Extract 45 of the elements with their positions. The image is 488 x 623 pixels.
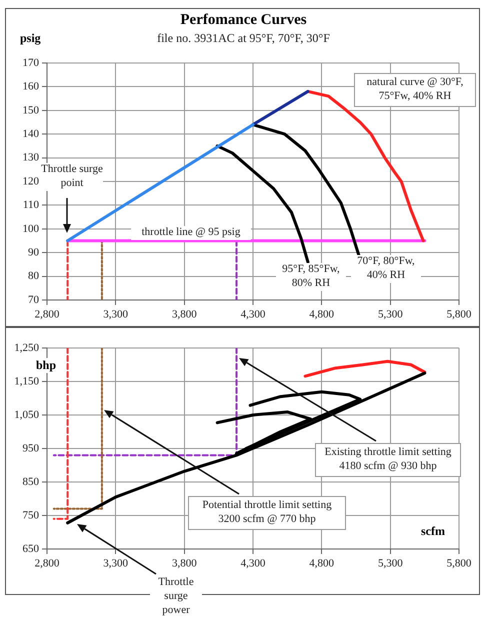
annotation: natural curve @ 30°F, 75°Fw, 40% RH <box>354 73 476 106</box>
x-tick-label: 4,800 <box>309 557 335 570</box>
y-tick-label: 150 <box>22 104 40 116</box>
y-tick-label: 750 <box>22 509 40 522</box>
chart-title: Perfomance Curves <box>179 11 308 30</box>
y-tick-label: 170 <box>22 56 40 69</box>
annotation: 95°F, 85°Fw, 80% RH <box>276 263 346 290</box>
y-tick-label: 80 <box>28 270 40 282</box>
x-tick-label: 5,800 <box>446 308 472 320</box>
x-axis-title: scfm <box>421 524 445 539</box>
y-tick-label: 1,150 <box>14 375 40 388</box>
x-tick-label: 3,300 <box>103 308 129 320</box>
annotation: Potential throttle limit setting 3200 scfm @ 770 bhp <box>188 496 346 530</box>
y-tick-label: 650 <box>22 542 40 555</box>
x-tick-label: 3,800 <box>172 557 198 570</box>
y-tick-label: 1,050 <box>14 408 40 421</box>
chart-subtitle: file no. 3931AC at 95°F, 70°F, 30°F <box>157 31 330 45</box>
x-tick-label: 4,300 <box>240 308 266 320</box>
y-tick-label: 850 <box>22 476 40 488</box>
annotation: 70°F, 80°Fw, 40% RH <box>351 255 421 282</box>
annotation: Throttle surge point <box>41 163 103 190</box>
x-tick-label: 4,800 <box>309 308 335 320</box>
x-tick-label: 2,800 <box>34 308 60 320</box>
y-tick-label: 70 <box>28 294 40 306</box>
y-tick-label: 100 <box>22 222 40 235</box>
y-tick-label: 160 <box>22 80 40 93</box>
y-axis-title: bhp <box>36 358 56 373</box>
y-tick-label: 110 <box>22 199 40 212</box>
x-tick-label: 4,300 <box>240 557 266 570</box>
y-axis-title: psig <box>20 31 41 46</box>
y-tick-label: 950 <box>22 442 40 454</box>
y-tick-label: 140 <box>22 128 40 140</box>
x-tick-label: 5,800 <box>446 557 472 570</box>
x-tick-label: 5,300 <box>378 308 404 320</box>
x-tick-label: 5,300 <box>378 557 404 570</box>
text: Throttle surge power <box>150 576 202 618</box>
x-tick-label: 3,300 <box>103 557 129 570</box>
x-tick-label: 3,800 <box>172 308 198 320</box>
x-tick-label: 2,800 <box>34 557 60 570</box>
y-tick-label: 90 <box>28 246 40 258</box>
annotation: throttle line @ 95 psig <box>131 226 251 240</box>
y-tick-label: 1,250 <box>14 342 40 354</box>
y-tick-label: 130 <box>22 152 40 164</box>
annotation: Existing throttle limit setting 4180 scfm @ 930 bhp <box>315 443 461 476</box>
y-tick-label: 120 <box>22 175 40 188</box>
